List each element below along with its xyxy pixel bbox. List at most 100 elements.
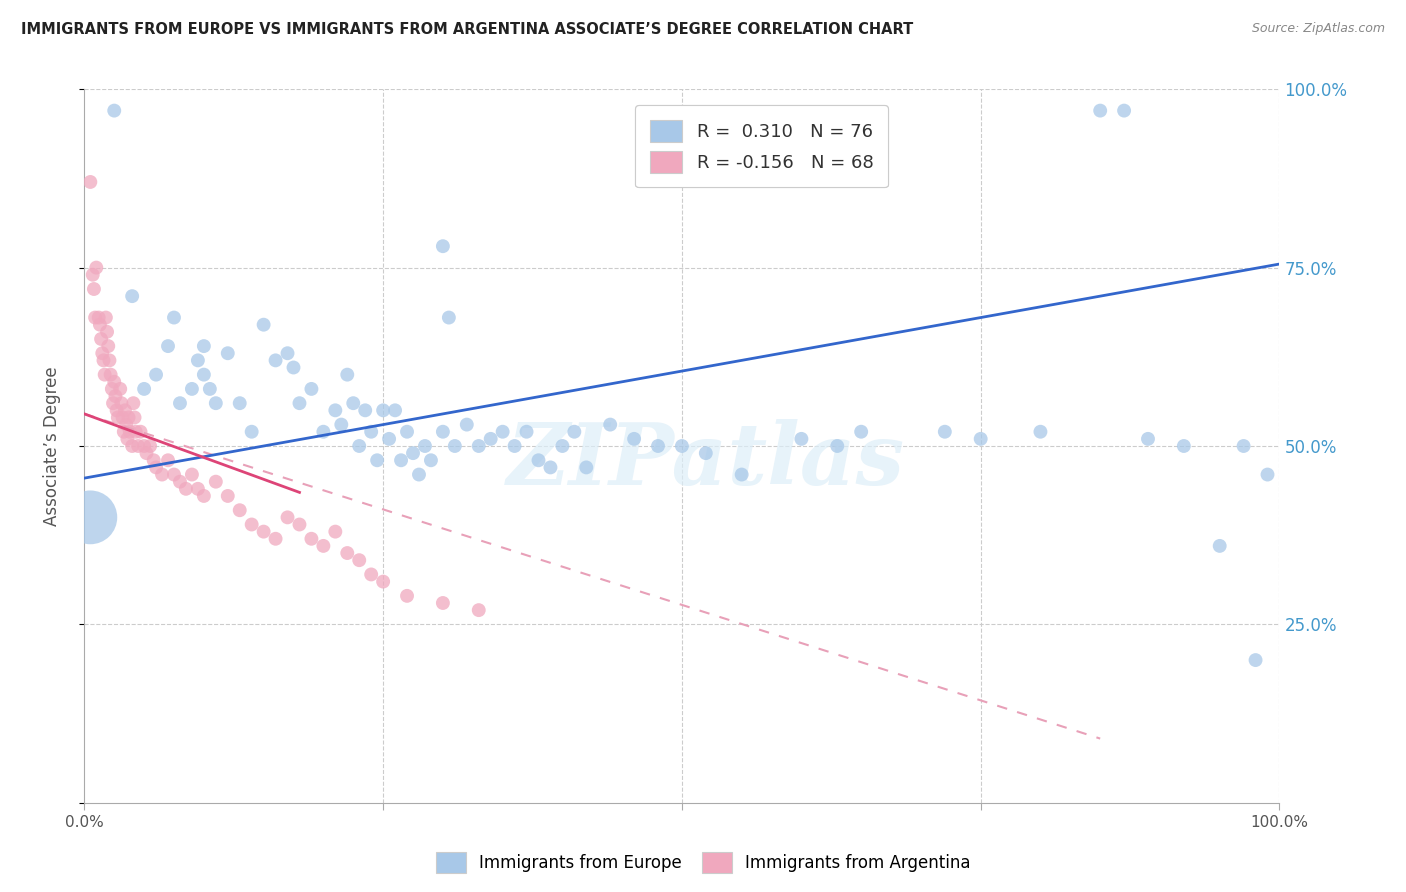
Point bbox=[671, 439, 693, 453]
Point bbox=[1233, 439, 1256, 453]
Point bbox=[354, 403, 377, 417]
Point bbox=[110, 382, 132, 396]
Point bbox=[82, 268, 104, 282]
Point bbox=[217, 346, 239, 360]
Text: Source: ZipAtlas.com: Source: ZipAtlas.com bbox=[1251, 22, 1385, 36]
Point bbox=[94, 310, 117, 325]
Point bbox=[105, 403, 128, 417]
Point bbox=[373, 403, 395, 417]
Point bbox=[479, 432, 502, 446]
Y-axis label: Associate’s Degree: Associate’s Degree bbox=[42, 367, 60, 525]
Point bbox=[139, 439, 162, 453]
Point bbox=[444, 439, 467, 453]
Point bbox=[193, 339, 215, 353]
Point bbox=[396, 425, 419, 439]
Point bbox=[1173, 439, 1195, 453]
Point bbox=[198, 382, 221, 396]
Point bbox=[408, 467, 430, 482]
Point bbox=[132, 382, 156, 396]
Point bbox=[695, 446, 717, 460]
Point bbox=[253, 524, 276, 539]
Point bbox=[145, 368, 167, 382]
Point bbox=[790, 432, 813, 446]
Point bbox=[277, 346, 299, 360]
Point bbox=[325, 403, 347, 417]
Point bbox=[111, 410, 134, 425]
Point bbox=[456, 417, 478, 432]
Point bbox=[110, 396, 132, 410]
Point bbox=[193, 368, 215, 382]
Point bbox=[360, 425, 382, 439]
Point bbox=[288, 517, 311, 532]
Point bbox=[389, 453, 412, 467]
Point bbox=[301, 382, 323, 396]
Point bbox=[103, 103, 125, 118]
Point bbox=[336, 368, 359, 382]
Point bbox=[1209, 539, 1232, 553]
Point bbox=[150, 467, 173, 482]
Point bbox=[312, 539, 335, 553]
Point bbox=[288, 396, 311, 410]
Point bbox=[851, 425, 873, 439]
Point bbox=[205, 396, 228, 410]
Legend: R =  0.310   N = 76, R = -0.156   N = 68: R = 0.310 N = 76, R = -0.156 N = 68 bbox=[636, 105, 889, 187]
Point bbox=[86, 260, 108, 275]
Point bbox=[1029, 425, 1052, 439]
Point bbox=[264, 353, 287, 368]
Point bbox=[1090, 103, 1112, 118]
Point bbox=[599, 417, 621, 432]
Point bbox=[107, 410, 129, 425]
Point bbox=[503, 439, 526, 453]
Point bbox=[79, 510, 101, 524]
Point bbox=[396, 589, 419, 603]
Point bbox=[217, 489, 239, 503]
Point bbox=[96, 325, 118, 339]
Point bbox=[468, 439, 491, 453]
Point bbox=[647, 439, 669, 453]
Point bbox=[540, 460, 562, 475]
Point bbox=[564, 425, 586, 439]
Point bbox=[115, 417, 138, 432]
Point bbox=[97, 339, 120, 353]
Point bbox=[101, 396, 124, 410]
Point bbox=[79, 175, 101, 189]
Point bbox=[731, 467, 754, 482]
Point bbox=[169, 396, 191, 410]
Point bbox=[84, 310, 107, 325]
Point bbox=[437, 310, 460, 325]
Point bbox=[124, 410, 146, 425]
Point bbox=[90, 332, 112, 346]
Point bbox=[114, 403, 136, 417]
Point bbox=[135, 446, 157, 460]
Point bbox=[283, 360, 305, 375]
Point bbox=[121, 439, 143, 453]
Point bbox=[432, 425, 454, 439]
Point bbox=[1257, 467, 1279, 482]
Point bbox=[349, 553, 371, 567]
Point bbox=[157, 453, 180, 467]
Point bbox=[1244, 653, 1267, 667]
Point bbox=[468, 603, 491, 617]
Point bbox=[575, 460, 598, 475]
Point bbox=[342, 396, 364, 410]
Point bbox=[104, 389, 127, 403]
Point bbox=[277, 510, 299, 524]
Point bbox=[253, 318, 276, 332]
Point bbox=[420, 453, 443, 467]
Point bbox=[336, 546, 359, 560]
Point bbox=[312, 425, 335, 439]
Point bbox=[384, 403, 406, 417]
Text: IMMIGRANTS FROM EUROPE VS IMMIGRANTS FROM ARGENTINA ASSOCIATE’S DEGREE CORRELATI: IMMIGRANTS FROM EUROPE VS IMMIGRANTS FRO… bbox=[21, 22, 914, 37]
Point bbox=[93, 368, 115, 382]
Point bbox=[181, 467, 204, 482]
Point bbox=[98, 353, 121, 368]
Point bbox=[100, 368, 122, 382]
Point bbox=[516, 425, 538, 439]
Point bbox=[163, 467, 186, 482]
Point bbox=[121, 289, 143, 303]
Point bbox=[117, 432, 139, 446]
Point bbox=[970, 432, 993, 446]
Point bbox=[240, 425, 263, 439]
Point bbox=[112, 425, 135, 439]
Point bbox=[1137, 432, 1160, 446]
